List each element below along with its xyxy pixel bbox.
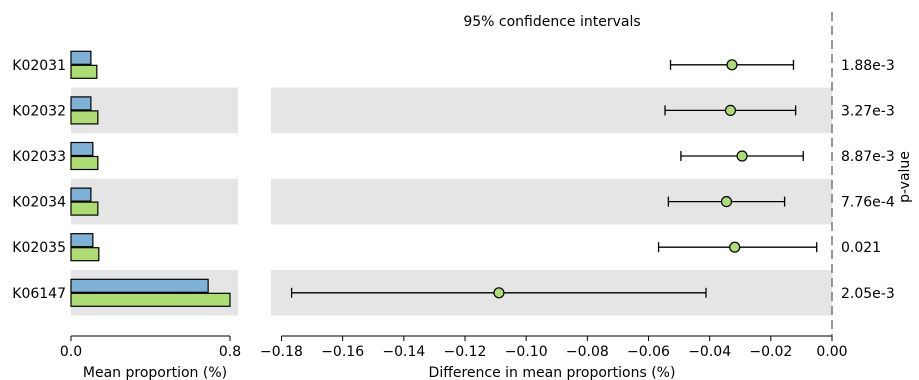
mean-bar-group2 bbox=[70, 201, 99, 216]
feature-label: K02035 bbox=[12, 240, 66, 256]
right-x-tick-label: 0.00 bbox=[816, 344, 847, 360]
pvalue-axis-label: p-value bbox=[897, 151, 913, 203]
difference-point bbox=[726, 59, 738, 71]
mean-bar-group2 bbox=[70, 64, 98, 79]
feature-label: K06147 bbox=[12, 286, 66, 302]
pvalue-label: 0.021 bbox=[841, 240, 881, 256]
mean-bar-group1 bbox=[70, 141, 94, 157]
mean-bar-group1 bbox=[70, 50, 92, 65]
right-x-tick-label: −0.18 bbox=[260, 344, 303, 360]
mean-bar-group1 bbox=[70, 187, 92, 202]
mean-bar-group1 bbox=[70, 96, 92, 111]
feature-label: K02033 bbox=[12, 149, 66, 165]
chart-title: 95% confidence intervals bbox=[463, 14, 640, 30]
right-x-tick-label: −0.10 bbox=[505, 344, 548, 360]
pvalue-label: 7.76e-4 bbox=[841, 195, 895, 211]
mean-bar-group2 bbox=[70, 110, 99, 125]
right-x-tick-label: −0.08 bbox=[566, 344, 609, 360]
row-band-left bbox=[71, 178, 238, 225]
difference-point bbox=[729, 241, 741, 253]
row-band-left bbox=[71, 87, 238, 134]
mean-bar-group2 bbox=[70, 247, 100, 262]
right-x-tick-label: −0.06 bbox=[627, 344, 670, 360]
left-x-axis-label: Mean proportion (%) bbox=[83, 365, 227, 380]
feature-label: K02034 bbox=[12, 195, 66, 211]
right-x-axis-label: Difference in mean proportions (%) bbox=[429, 365, 676, 380]
pvalue-label: 3.27e-3 bbox=[841, 103, 895, 119]
right-x-tick-label: −0.14 bbox=[382, 344, 425, 360]
pvalue-column: 1.88e-3 3.27e-3 8.87e-3 7.76e-4 0.021 2.05e-3 bbox=[841, 58, 895, 302]
difference-point bbox=[720, 196, 733, 208]
mean-bar-group2 bbox=[70, 292, 231, 307]
pvalue-label: 8.87e-3 bbox=[841, 149, 895, 165]
difference-point bbox=[724, 104, 737, 117]
pvalue-label: 2.05e-3 bbox=[841, 286, 895, 302]
difference-panel bbox=[290, 59, 818, 299]
right-x-tick-label: −0.12 bbox=[444, 344, 487, 360]
pvalue-label: 1.88e-3 bbox=[841, 58, 895, 74]
mean-bar-group2 bbox=[70, 155, 99, 171]
mean-bar-group1 bbox=[70, 233, 94, 248]
feature-label: K02032 bbox=[12, 103, 66, 119]
right-x-tick-label: −0.16 bbox=[321, 344, 364, 360]
feature-label: K02031 bbox=[12, 58, 66, 74]
left-x-tick-label: 0.8 bbox=[219, 344, 241, 360]
mean-bar-group1 bbox=[70, 278, 209, 293]
mean-proportion-panel: K02031 K02032 K02033 K02034 K02035 K06147 bbox=[12, 50, 231, 307]
axes: 0.0 0.8 −0.18 −0.16 −0.14 −0.12 −0.10 −0.08 −0.0… bbox=[60, 12, 848, 360]
left-x-tick-label: 0.0 bbox=[60, 344, 82, 360]
difference-point bbox=[736, 150, 748, 162]
right-x-tick-label: −0.04 bbox=[688, 344, 731, 360]
right-x-tick-label: −0.02 bbox=[749, 344, 792, 360]
difference-point bbox=[493, 287, 505, 299]
